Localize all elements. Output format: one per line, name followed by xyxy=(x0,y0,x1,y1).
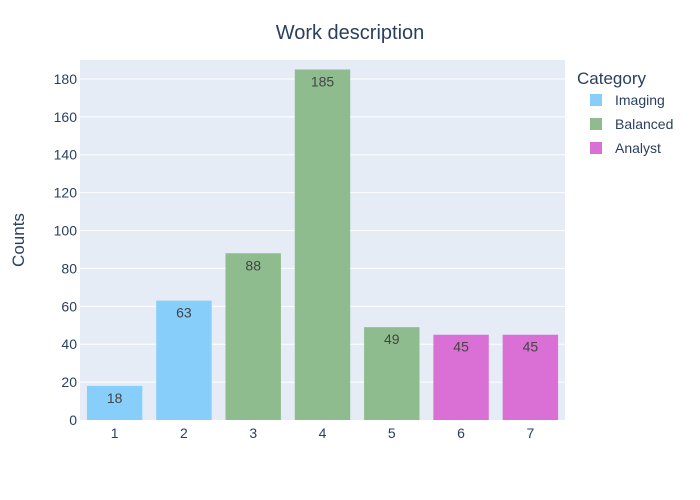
bar-2 xyxy=(156,300,212,420)
bar-labels-group: 18 63 88 185 49 45 45 xyxy=(107,73,539,405)
y-tick-label: 80 xyxy=(61,260,77,276)
y-tick-label: 140 xyxy=(54,147,78,163)
bar-value-label: 45 xyxy=(453,339,469,355)
y-axis-ticks: 0 20 40 60 80 100 120 140 160 180 xyxy=(54,71,78,428)
bar-4 xyxy=(294,69,351,420)
legend-item-label: Balanced xyxy=(615,116,673,132)
x-tick-label: 4 xyxy=(319,425,327,441)
x-tick-label: 5 xyxy=(388,425,396,441)
legend-swatch xyxy=(590,142,602,154)
chart-title: Work description xyxy=(276,22,425,44)
x-tick-label: 3 xyxy=(249,425,257,441)
x-tick-label: 2 xyxy=(180,425,188,441)
legend-title: Category xyxy=(577,69,646,88)
y-tick-label: 120 xyxy=(54,185,78,201)
y-tick-label: 60 xyxy=(61,298,77,314)
legend: Category Imaging Balanced Analyst xyxy=(577,69,673,156)
legend-swatch xyxy=(590,118,602,130)
bar-7 xyxy=(502,334,559,420)
bar-value-label: 88 xyxy=(245,257,261,273)
y-tick-label: 100 xyxy=(54,223,78,239)
bar-value-label: 18 xyxy=(107,390,123,406)
bar-value-label: 45 xyxy=(523,339,539,355)
bar-value-label: 63 xyxy=(176,305,192,321)
y-tick-label: 160 xyxy=(54,109,78,125)
y-axis-title: Counts xyxy=(9,213,28,267)
bar-1 xyxy=(86,385,143,420)
bar-3 xyxy=(225,253,281,420)
bar-value-label: 185 xyxy=(311,73,335,89)
x-tick-label: 6 xyxy=(457,425,465,441)
bar-5 xyxy=(364,327,420,420)
legend-swatch xyxy=(590,94,602,106)
y-tick-label: 40 xyxy=(61,336,77,352)
bar-value-label: 49 xyxy=(384,331,400,347)
y-tick-label: 20 xyxy=(61,374,77,390)
x-tick-label: 7 xyxy=(526,425,534,441)
bars-group xyxy=(86,69,559,420)
bar-6 xyxy=(433,334,489,420)
legend-item-label: Imaging xyxy=(615,92,665,108)
legend-item-label: Analyst xyxy=(615,140,661,156)
x-tick-label: 1 xyxy=(111,425,119,441)
y-tick-label: 180 xyxy=(54,71,78,87)
x-axis-ticks: 1 2 3 4 5 6 7 xyxy=(111,425,535,441)
y-tick-label: 0 xyxy=(69,412,77,428)
